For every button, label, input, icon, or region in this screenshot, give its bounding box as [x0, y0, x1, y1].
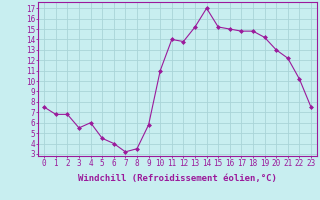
- X-axis label: Windchill (Refroidissement éolien,°C): Windchill (Refroidissement éolien,°C): [78, 174, 277, 183]
